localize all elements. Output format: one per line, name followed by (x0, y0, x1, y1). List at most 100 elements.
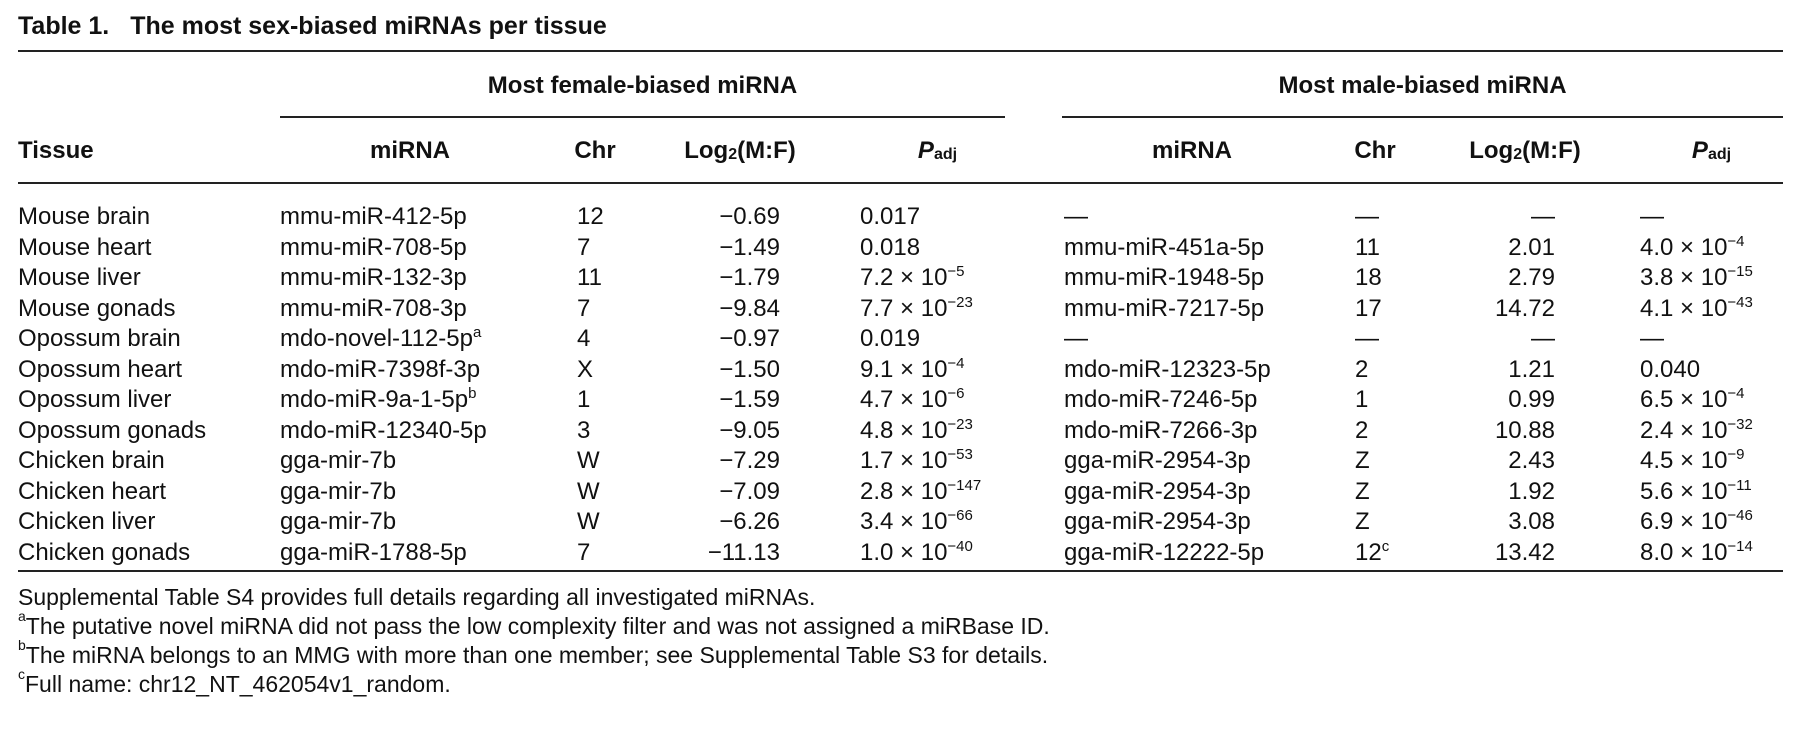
p-mantissa: 4.0 × 10 (1640, 233, 1728, 261)
female-group-rule (280, 116, 1005, 118)
cell-f-chr: 7 (577, 539, 647, 567)
cell-m-log: 10.88 (1425, 417, 1555, 445)
cell-text: W (577, 447, 600, 474)
p-mantissa: 2.8 × 10 (860, 477, 948, 505)
cell-text: 4 (577, 325, 591, 352)
cell-text: 1.21 (1508, 355, 1555, 383)
table-label: Table 1. (18, 12, 110, 40)
p-mantissa: 6.9 × 10 (1640, 508, 1728, 535)
cell-m-chr: 2 (1355, 356, 1425, 384)
footnote-mark: b (468, 385, 477, 402)
cell-text: −1.59 (719, 386, 780, 413)
header-male-chr: Chr (1354, 137, 1396, 164)
cell-f-mirna: mmu-miR-412-5p (280, 203, 540, 231)
p-exponent: −15 (1727, 263, 1753, 280)
cell-text: mdo-miR-7246-5p (1064, 386, 1258, 413)
p-mantissa: 8.0 × 10 (1640, 538, 1728, 566)
cell-f-p: 0.019 (860, 325, 1005, 353)
footnote-mark: c (18, 666, 25, 682)
cell-text: — (1355, 203, 1379, 230)
p-mantissa: 1.0 × 10 (860, 538, 948, 566)
cell-text: Mouse heart (18, 233, 152, 261)
cell-m-log: — (1425, 203, 1555, 231)
cell-text: gga-mir-7b (280, 447, 397, 474)
cell-text: mmu-miR-708-3p (280, 294, 467, 322)
p-exponent: −5 (947, 263, 965, 280)
header-male-mirna: miRNA (1151, 137, 1232, 164)
cell-text: — (1355, 325, 1379, 352)
cell-text: −7.09 (719, 477, 780, 505)
footnote-mark: c (1381, 537, 1390, 555)
cell-text: −11.13 (707, 538, 780, 566)
cell-tissue: Chicken heart (18, 478, 278, 506)
cell-text: 7 (577, 294, 591, 322)
cell-text: Opossum liver (18, 386, 172, 413)
cell-text: 2 (1355, 355, 1369, 383)
cell-m-mirna: mmu-miR-451a-5p (1064, 234, 1324, 262)
cell-f-mirna: mdo-novel-112-5pa (280, 324, 540, 353)
cell-text: Z (1355, 508, 1370, 535)
cell-f-chr: W (577, 478, 647, 506)
cell-text: −1.49 (719, 233, 780, 261)
cell-text: 14.72 (1494, 294, 1555, 322)
cell-m-p: 0.040 (1640, 356, 1785, 384)
cell-text: 17 (1355, 294, 1382, 322)
cell-text: mmu-miR-708-5p (280, 233, 467, 261)
cell-m-mirna: — (1064, 203, 1324, 231)
p-mantissa: 5.6 × 10 (1640, 477, 1728, 505)
p-subscript: adj (933, 146, 958, 163)
cell-f-chr: 11 (577, 264, 647, 292)
p-mantissa: 0.040 (1640, 355, 1701, 383)
cell-m-mirna: mmu-miR-7217-5p (1064, 295, 1324, 323)
cell-text: 0.99 (1508, 386, 1555, 413)
cell-text: 3 (577, 416, 591, 444)
cell-m-chr: 17 (1355, 295, 1425, 323)
log-subscript: 2 (1513, 146, 1523, 163)
cell-text: 1 (1355, 386, 1369, 413)
cell-f-chr: 3 (577, 417, 647, 445)
footnote-text: Supplemental Table S4 provides full deta… (18, 584, 816, 610)
cell-m-chr: Z (1355, 478, 1425, 506)
header-rule (18, 182, 1783, 184)
cell-text: Z (1355, 477, 1370, 505)
cell-text: mmu-miR-451a-5p (1064, 233, 1265, 261)
footnote-text: The miRNA belongs to an MMG with more th… (25, 642, 1049, 668)
cell-text: 7 (577, 538, 591, 566)
p-exponent: −46 (1727, 507, 1753, 524)
female-group-header: Most female-biased miRNA (487, 72, 798, 99)
cell-f-p: 3.4 × 10−66 (860, 507, 1005, 536)
p-mantissa: 4.1 × 10 (1640, 294, 1728, 322)
cell-m-mirna: gga-miR-2954-3p (1064, 508, 1324, 536)
cell-f-chr: W (577, 447, 647, 475)
cell-tissue: Opossum liver (18, 386, 278, 414)
cell-f-p: 1.0 × 10−40 (860, 538, 1005, 567)
footnote-mark: a (473, 324, 482, 341)
cell-m-log: 14.72 (1425, 295, 1555, 323)
cell-text: 12 (577, 203, 604, 230)
cell-text: — (1531, 325, 1555, 352)
cell-text: gga-miR-2954-3p (1064, 447, 1251, 474)
cell-text: −1.79 (719, 264, 780, 291)
cell-text: Z (1355, 447, 1370, 474)
male-group-rule (1062, 116, 1783, 118)
footnote-mark: b (18, 637, 26, 653)
cell-text: — (1531, 203, 1555, 230)
cell-text: gga-mir-7b (280, 508, 397, 535)
cell-m-chr: Z (1355, 447, 1425, 475)
cell-text: W (577, 477, 600, 505)
cell-text: −9.84 (719, 294, 780, 322)
cell-f-chr: 7 (577, 295, 647, 323)
cell-m-p: 4.1 × 10−43 (1640, 294, 1785, 323)
cell-text: mmu-miR-412-5p (280, 203, 467, 230)
cell-text: X (577, 355, 594, 383)
p-exponent: −53 (947, 446, 973, 463)
p-mantissa: 2.4 × 10 (1640, 416, 1728, 444)
cell-m-p: — (1640, 325, 1785, 353)
cell-tissue: Chicken gonads (18, 539, 278, 567)
cell-f-log: −7.29 (640, 447, 780, 475)
cell-tissue: Opossum heart (18, 356, 278, 384)
header-male-padj: Padj (1640, 137, 1783, 165)
cell-text: −0.69 (719, 203, 780, 230)
cell-m-chr: 12c (1355, 537, 1425, 567)
cell-m-p: 2.4 × 10−32 (1640, 416, 1785, 445)
